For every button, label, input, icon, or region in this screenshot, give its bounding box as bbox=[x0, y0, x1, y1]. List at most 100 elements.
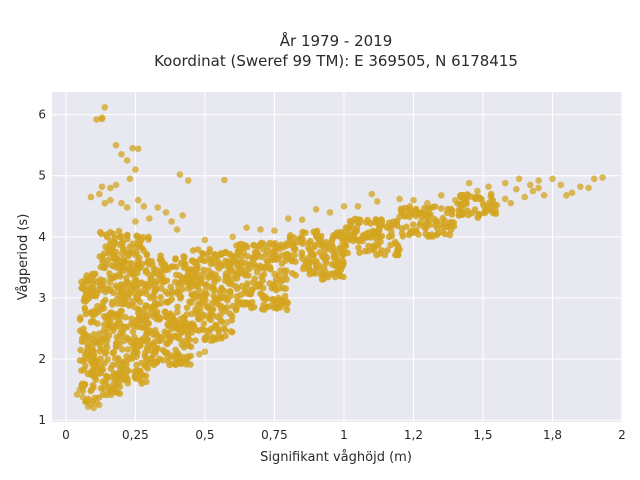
data-point bbox=[176, 171, 184, 178]
data-point bbox=[174, 308, 181, 316]
data-point bbox=[100, 305, 108, 312]
data-point bbox=[124, 235, 131, 243]
data-point bbox=[196, 276, 203, 283]
data-point bbox=[322, 239, 330, 246]
data-point bbox=[170, 332, 177, 340]
data-point bbox=[330, 262, 338, 269]
data-point bbox=[302, 229, 309, 237]
data-point bbox=[201, 287, 209, 295]
data-point bbox=[168, 319, 176, 326]
data-point bbox=[129, 240, 137, 248]
data-point bbox=[123, 157, 131, 164]
data-point bbox=[126, 259, 133, 267]
data-point bbox=[412, 205, 420, 213]
data-point bbox=[180, 262, 188, 269]
data-point bbox=[396, 195, 403, 203]
data-point bbox=[130, 319, 137, 327]
data-point bbox=[96, 190, 103, 198]
data-point bbox=[405, 231, 413, 239]
data-point bbox=[310, 252, 317, 260]
data-point bbox=[432, 218, 439, 225]
data-point bbox=[143, 314, 150, 321]
data-point bbox=[346, 230, 353, 238]
data-point bbox=[92, 364, 99, 371]
data-point bbox=[521, 193, 528, 201]
data-point bbox=[98, 286, 105, 294]
data-point bbox=[134, 145, 142, 153]
data-point bbox=[399, 233, 407, 240]
data-point bbox=[266, 239, 274, 247]
data-point bbox=[244, 299, 252, 307]
data-point bbox=[241, 259, 249, 267]
data-point bbox=[260, 271, 268, 278]
data-point bbox=[260, 301, 267, 309]
data-point bbox=[326, 209, 334, 216]
y-tick-label: 2 bbox=[38, 352, 46, 366]
data-point bbox=[422, 230, 429, 238]
data-point bbox=[465, 211, 472, 219]
data-point bbox=[487, 193, 495, 200]
data-point bbox=[456, 208, 463, 215]
data-point bbox=[194, 293, 202, 301]
data-point bbox=[282, 297, 290, 305]
data-point bbox=[133, 367, 141, 374]
data-point bbox=[270, 296, 277, 303]
data-point bbox=[119, 288, 126, 295]
data-point bbox=[463, 198, 470, 205]
data-point bbox=[206, 246, 213, 253]
data-point bbox=[222, 249, 229, 257]
data-point bbox=[305, 239, 312, 247]
data-point bbox=[87, 319, 95, 326]
data-point bbox=[441, 217, 448, 225]
data-point bbox=[105, 245, 113, 252]
data-point bbox=[144, 336, 151, 343]
data-point bbox=[257, 280, 264, 288]
data-point bbox=[249, 254, 257, 261]
data-point bbox=[397, 207, 405, 215]
data-point bbox=[99, 258, 106, 266]
x-tick-label: 0,5 bbox=[195, 428, 214, 442]
data-point bbox=[479, 199, 487, 207]
data-point bbox=[133, 361, 140, 369]
x-tick-labels: 0 0,25 0,5 0,75 1 1,2 1,5 1,8 2 bbox=[62, 428, 626, 442]
data-point bbox=[77, 314, 84, 321]
data-point bbox=[123, 353, 130, 360]
data-point bbox=[324, 273, 332, 281]
data-point bbox=[112, 376, 119, 383]
data-point bbox=[126, 175, 134, 183]
data-point bbox=[568, 189, 576, 197]
data-point bbox=[427, 211, 434, 218]
data-point bbox=[485, 183, 492, 190]
data-point bbox=[213, 256, 220, 264]
data-point bbox=[90, 271, 98, 279]
data-point bbox=[501, 195, 509, 203]
data-point bbox=[263, 257, 271, 265]
data-point bbox=[443, 209, 451, 217]
data-point bbox=[286, 236, 294, 244]
data-point bbox=[322, 259, 330, 267]
data-point bbox=[226, 262, 233, 270]
data-point bbox=[289, 270, 296, 277]
data-point bbox=[112, 181, 120, 189]
data-point bbox=[385, 233, 393, 241]
data-point bbox=[368, 190, 376, 198]
data-point bbox=[156, 355, 163, 363]
data-point bbox=[92, 292, 100, 300]
data-point bbox=[118, 151, 125, 158]
x-tick-label: 2 bbox=[618, 428, 626, 442]
data-point bbox=[172, 256, 179, 263]
data-point bbox=[345, 236, 353, 244]
data-point bbox=[109, 298, 116, 306]
y-tick-label: 1 bbox=[38, 413, 46, 427]
data-point bbox=[138, 279, 145, 286]
data-point bbox=[164, 340, 171, 348]
data-point bbox=[237, 299, 244, 307]
data-point bbox=[199, 313, 207, 320]
grid-lines bbox=[52, 92, 623, 422]
data-point bbox=[98, 114, 106, 121]
data-point bbox=[205, 274, 212, 282]
data-point bbox=[136, 342, 144, 350]
data-point bbox=[205, 315, 213, 322]
data-point bbox=[82, 306, 89, 314]
data-point bbox=[140, 247, 148, 255]
